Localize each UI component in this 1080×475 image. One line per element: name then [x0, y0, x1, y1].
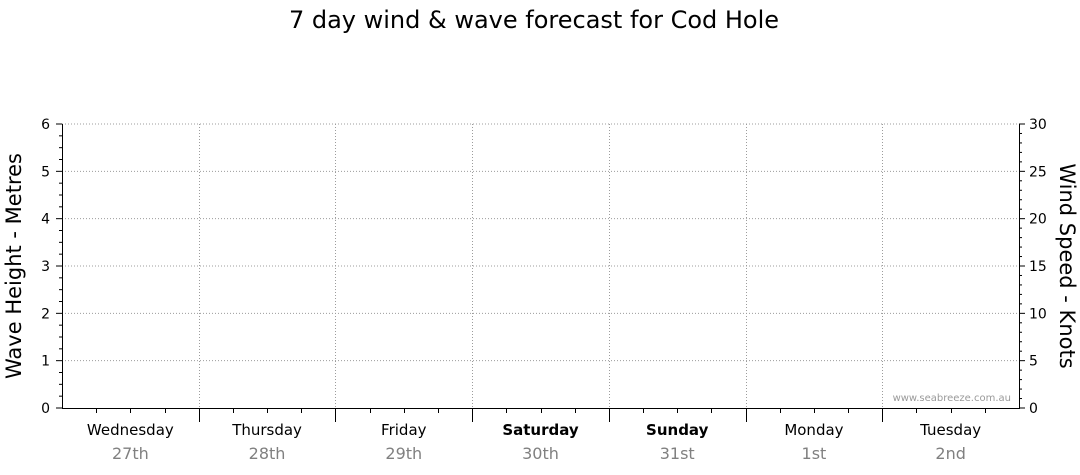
right-axis-title: Wind Speed - Knots: [1055, 163, 1079, 368]
right-tick-label: 25: [1029, 164, 1047, 180]
left-tick-label: 1: [41, 354, 50, 370]
day-name: Wednesday: [87, 421, 174, 439]
left-tick-label: 6: [41, 117, 50, 133]
watermark: www.seabreeze.com.au: [893, 393, 1011, 404]
day-name: Thursday: [231, 421, 302, 439]
left-tick-label: 4: [41, 212, 50, 228]
right-tick-label: 30: [1029, 117, 1047, 133]
day-date: 31st: [660, 444, 695, 463]
left-tick-label: 5: [41, 164, 50, 180]
day-date: 29th: [385, 444, 422, 463]
right-tick-label: 15: [1029, 259, 1047, 275]
grid: [62, 123, 1019, 408]
day-labels: Wednesday 27th Thursday 28th Friday 29th Satur…: [87, 421, 981, 463]
day-date: 28th: [249, 444, 286, 463]
axes: [62, 124, 1020, 422]
left-axis-ticks: 0 1 2 3 4 5 6: [41, 117, 62, 417]
chart-title: 7 day wind & wave forecast for Cod Hole: [289, 6, 779, 34]
day-name: Friday: [381, 421, 427, 439]
day-date: 30th: [522, 444, 559, 463]
day-date: 27th: [112, 444, 149, 463]
day-date: 2nd: [935, 444, 965, 463]
left-tick-label: 2: [41, 306, 50, 322]
right-axis-ticks: 0 5 10 15 20 25 30: [1019, 117, 1047, 417]
day-name: Monday: [784, 421, 843, 439]
day-date: 1st: [802, 444, 827, 463]
left-axis-title: Wave Height - Metres: [2, 153, 26, 379]
left-tick-label: 3: [41, 259, 50, 275]
right-tick-label: 20: [1029, 212, 1047, 228]
right-tick-label: 10: [1029, 306, 1047, 322]
day-name: Sunday: [646, 421, 709, 439]
right-tick-label: 5: [1029, 354, 1038, 370]
right-tick-label: 0: [1029, 401, 1038, 417]
day-name: Tuesday: [919, 421, 981, 439]
left-tick-label: 0: [41, 401, 50, 417]
day-name: Saturday: [502, 421, 579, 439]
